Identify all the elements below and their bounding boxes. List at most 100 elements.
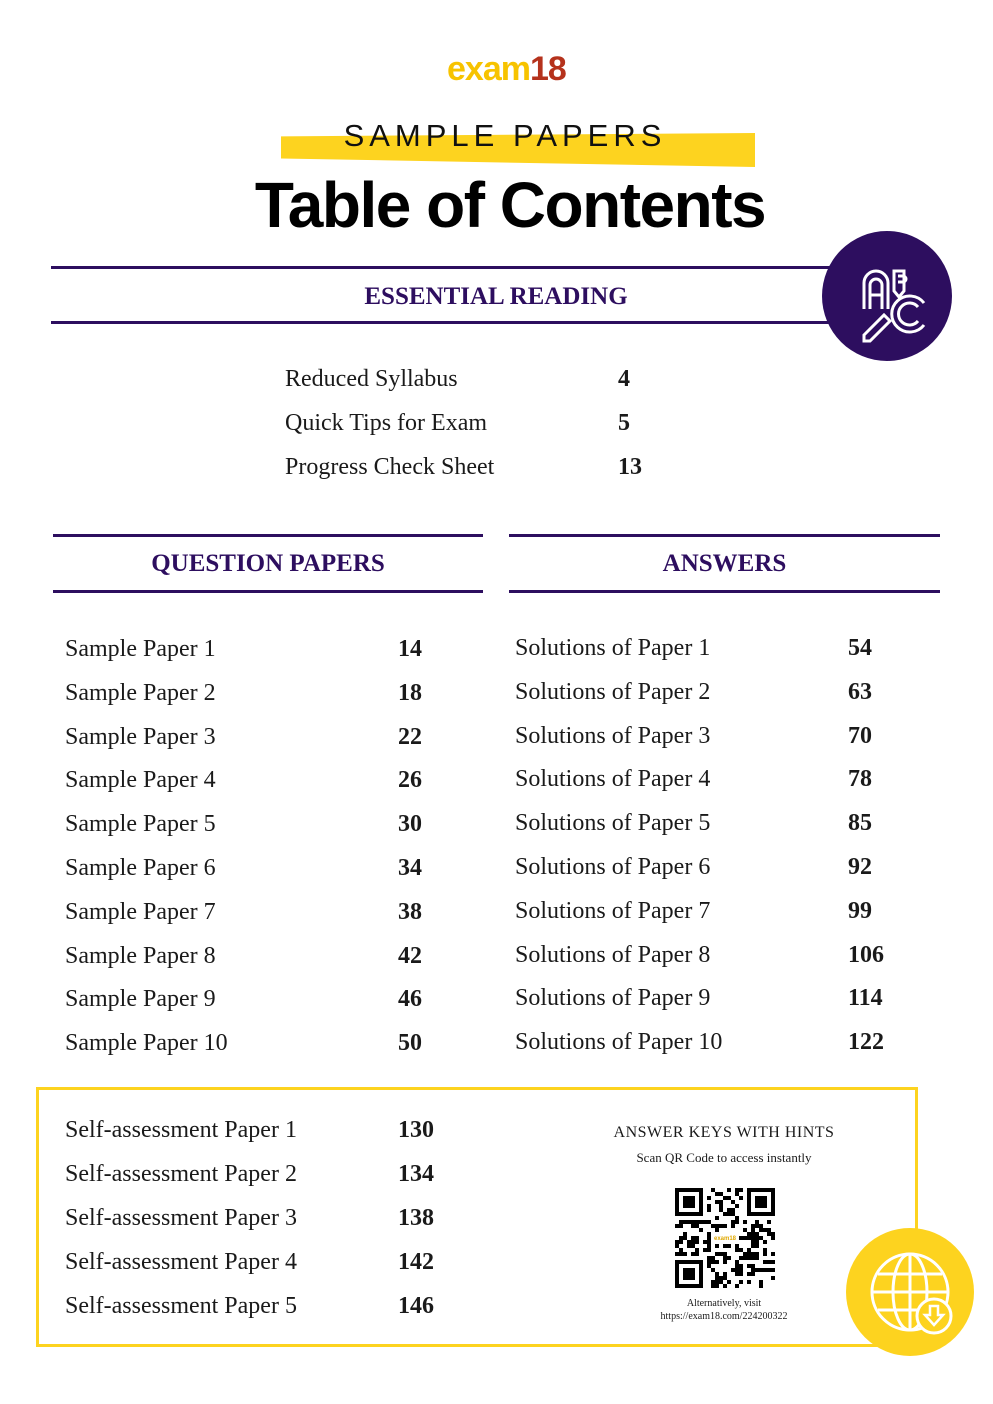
qr-module <box>687 1276 691 1280</box>
qr-module <box>679 1188 683 1192</box>
qr-module <box>715 1260 719 1264</box>
questions-item-page: 38 <box>398 898 422 925</box>
qr-module <box>707 1208 711 1212</box>
qr-module <box>759 1196 763 1200</box>
qr-module <box>739 1272 743 1276</box>
qr-module <box>743 1256 747 1260</box>
answers-item-label[interactable]: Solutions of Paper 1 <box>515 635 711 661</box>
answers-item-page: 78 <box>848 766 872 793</box>
qr-module <box>675 1212 679 1216</box>
qr-module <box>679 1248 683 1252</box>
qr-module <box>675 1280 679 1284</box>
qr-module <box>679 1240 683 1244</box>
self_assessment-item-page: 134 <box>398 1161 434 1187</box>
answers-item-label[interactable]: Solutions of Paper 9 <box>515 985 711 1012</box>
qr-module <box>679 1212 683 1216</box>
divider <box>53 590 483 593</box>
qr-module <box>675 1244 679 1248</box>
qr-module <box>759 1268 763 1272</box>
subtitle: SAMPLE PAPERS <box>343 118 667 153</box>
questions-item-page: 22 <box>398 723 422 750</box>
qr-module <box>731 1220 735 1224</box>
qr-module <box>707 1232 711 1236</box>
qr-module <box>771 1200 775 1204</box>
qr-module <box>719 1280 723 1284</box>
qr-module <box>699 1212 703 1216</box>
questions-item-label[interactable]: Sample Paper 1 <box>65 636 216 662</box>
qr-module <box>707 1244 711 1248</box>
logo-number: 18 <box>529 50 567 88</box>
qr-module <box>707 1204 711 1208</box>
answers-item-label[interactable]: Solutions of Paper 10 <box>515 1029 723 1056</box>
answers-item-label[interactable]: Solutions of Paper 4 <box>515 766 711 793</box>
qr-module <box>759 1280 763 1284</box>
questions-item-label[interactable]: Sample Paper 2 <box>65 679 216 706</box>
qr-module <box>699 1276 703 1280</box>
self_assessment-item-page: 146 <box>398 1293 434 1319</box>
self_assessment-item-label[interactable]: Self-assessment Paper 1 <box>65 1117 297 1143</box>
questions-item-page: 30 <box>398 811 422 838</box>
questions-item-label[interactable]: Sample Paper 3 <box>65 723 216 750</box>
qr-module <box>767 1212 771 1216</box>
questions-item-label[interactable]: Sample Paper 6 <box>65 855 216 881</box>
essential-item-label[interactable]: Reduced Syllabus <box>285 366 458 392</box>
qr-module <box>707 1248 711 1252</box>
answers-item-label[interactable]: Solutions of Paper 7 <box>515 897 711 924</box>
answers-item-page: 54 <box>848 635 872 661</box>
self_assessment-item-label[interactable]: Self-assessment Paper 5 <box>65 1293 297 1319</box>
qr-module <box>751 1252 755 1256</box>
qr-module <box>743 1228 747 1232</box>
qr-module <box>679 1284 683 1288</box>
answer-url-link[interactable]: https://exam18.com/224200322 <box>660 1311 788 1322</box>
qr-module <box>695 1248 699 1252</box>
questions-item-label[interactable]: Sample Paper 5 <box>65 811 216 838</box>
qr-module <box>707 1256 711 1260</box>
qr-module <box>727 1280 731 1284</box>
self_assessment-item-label[interactable]: Self-assessment Paper 4 <box>65 1249 297 1275</box>
qr-module <box>755 1268 759 1272</box>
answers-item-label[interactable]: Solutions of Paper 5 <box>515 810 711 837</box>
qr-module <box>699 1204 703 1208</box>
qr-module <box>747 1280 751 1284</box>
questions-item-label[interactable]: Sample Paper 8 <box>65 942 216 969</box>
qr-code[interactable]: exam18 <box>675 1188 775 1288</box>
qr-module <box>699 1220 703 1224</box>
qr-module <box>679 1236 683 1240</box>
answers-item-page: 85 <box>848 810 872 837</box>
questions-item-label[interactable]: Sample Paper 9 <box>65 986 216 1013</box>
essential-item-label[interactable]: Progress Check Sheet <box>285 454 495 480</box>
qr-module <box>767 1232 771 1236</box>
qr-module <box>723 1244 727 1248</box>
qr-module <box>759 1236 763 1240</box>
qr-module <box>727 1208 731 1212</box>
qr-module <box>747 1196 751 1200</box>
answers-item-label[interactable]: Solutions of Paper 2 <box>515 678 711 705</box>
essential-item-label[interactable]: Quick Tips for Exam <box>285 410 488 436</box>
questions-item-page: 50 <box>398 1030 422 1057</box>
answers-item-page: 122 <box>848 1029 884 1056</box>
qr-module <box>751 1232 755 1236</box>
globe-download-icon[interactable] <box>846 1228 974 1356</box>
qr-module <box>675 1260 679 1264</box>
self_assessment-item-label[interactable]: Self-assessment Paper 3 <box>65 1205 297 1231</box>
qr-module <box>715 1216 719 1220</box>
questions-item-label[interactable]: Sample Paper 7 <box>65 898 216 925</box>
qr-module <box>707 1220 711 1224</box>
qr-module <box>675 1240 679 1244</box>
answers-item-label[interactable]: Solutions of Paper 8 <box>515 941 711 968</box>
question-papers-heading: QUESTION PAPERS <box>151 550 385 577</box>
self_assessment-item-label[interactable]: Self-assessment Paper 2 <box>65 1161 297 1187</box>
questions-item-label[interactable]: Sample Paper 4 <box>65 767 216 794</box>
questions-item-label[interactable]: Sample Paper 10 <box>65 1030 228 1057</box>
qr-module <box>691 1220 695 1224</box>
qr-module <box>691 1260 695 1264</box>
qr-module <box>695 1220 699 1224</box>
qr-module <box>739 1236 743 1240</box>
qr-module <box>695 1284 699 1288</box>
qr-module <box>747 1232 751 1236</box>
answers-item-label[interactable]: Solutions of Paper 3 <box>515 722 711 749</box>
qr-module <box>687 1260 691 1264</box>
answers-item-label[interactable]: Solutions of Paper 6 <box>515 854 711 880</box>
qr-module <box>739 1268 743 1272</box>
qr-module <box>675 1264 679 1268</box>
